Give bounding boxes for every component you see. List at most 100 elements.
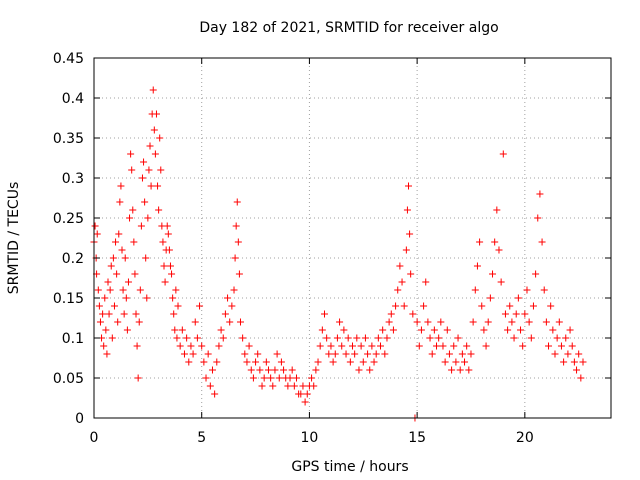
x-axis-label: GPS time / hours — [291, 459, 408, 475]
data-point — [115, 230, 123, 238]
data-point — [486, 294, 494, 302]
x-tick-label: 15 — [408, 430, 426, 446]
data-point — [117, 182, 125, 190]
data-point — [570, 358, 578, 366]
data-point — [245, 342, 253, 350]
data-point — [542, 318, 550, 326]
data-point — [573, 366, 581, 374]
data-point — [521, 310, 529, 318]
data-point — [99, 310, 107, 318]
data-point — [228, 302, 236, 310]
data-point — [484, 318, 492, 326]
data-point — [318, 326, 326, 334]
data-point — [415, 342, 423, 350]
data-point — [106, 286, 114, 294]
data-point — [260, 374, 268, 382]
data-point — [368, 342, 376, 350]
data-point — [473, 262, 481, 270]
data-point — [108, 334, 116, 342]
data-point — [267, 374, 275, 382]
data-point — [439, 342, 447, 350]
data-point — [164, 230, 172, 238]
data-point — [303, 390, 311, 398]
data-point — [562, 334, 570, 342]
data-point — [173, 334, 181, 342]
data-point — [183, 334, 191, 342]
data-point — [493, 206, 501, 214]
data-point — [258, 382, 266, 390]
data-point — [140, 158, 148, 166]
data-point — [392, 302, 400, 310]
data-point — [529, 302, 537, 310]
data-point — [403, 206, 411, 214]
data-point — [359, 358, 367, 366]
y-tick-label: 0.4 — [62, 91, 84, 107]
data-point — [233, 198, 241, 206]
data-point — [355, 366, 363, 374]
data-point — [135, 318, 143, 326]
data-point — [292, 374, 300, 382]
data-point — [575, 350, 583, 358]
data-point — [379, 326, 387, 334]
data-point — [91, 222, 99, 230]
data-point — [566, 326, 574, 334]
data-point — [121, 254, 129, 262]
data-point — [445, 350, 453, 358]
data-point — [198, 342, 206, 350]
data-point — [224, 294, 232, 302]
data-point — [422, 278, 430, 286]
data-point — [381, 350, 389, 358]
data-point — [540, 286, 548, 294]
data-point — [389, 326, 397, 334]
data-point — [463, 342, 471, 350]
data-point — [327, 342, 335, 350]
data-point — [508, 318, 516, 326]
data-point — [527, 334, 535, 342]
y-tick-label: 0.15 — [53, 291, 84, 307]
data-point — [420, 302, 428, 310]
data-point — [174, 302, 182, 310]
data-point — [476, 238, 484, 246]
data-point — [170, 310, 178, 318]
data-point — [213, 358, 221, 366]
data-point — [536, 190, 544, 198]
data-point — [104, 278, 112, 286]
data-point — [312, 366, 320, 374]
data-point — [123, 326, 131, 334]
chart-title: Day 182 of 2021, SRMTID for receiver alg… — [199, 20, 498, 36]
data-point — [239, 334, 247, 342]
data-point — [452, 358, 460, 366]
data-point — [95, 302, 103, 310]
data-point — [232, 222, 240, 230]
data-point — [406, 230, 414, 238]
data-point — [512, 310, 520, 318]
data-point — [297, 390, 305, 398]
data-point — [241, 350, 249, 358]
data-point — [456, 366, 464, 374]
data-point — [549, 326, 557, 334]
data-point — [143, 294, 151, 302]
data-point — [262, 358, 270, 366]
data-point — [150, 126, 158, 134]
data-point — [134, 374, 142, 382]
data-point — [465, 366, 473, 374]
data-point — [525, 318, 533, 326]
data-point — [126, 214, 134, 222]
data-point — [426, 334, 434, 342]
data-point — [151, 150, 159, 158]
data-point — [377, 342, 385, 350]
data-point — [275, 374, 283, 382]
data-point — [105, 310, 113, 318]
data-point — [374, 334, 382, 342]
data-point — [217, 326, 225, 334]
data-point — [346, 358, 354, 366]
data-point — [171, 326, 179, 334]
data-point — [495, 246, 503, 254]
data-point — [424, 318, 432, 326]
data-point — [236, 318, 244, 326]
data-point — [113, 270, 121, 278]
data-point — [340, 326, 348, 334]
data-point — [557, 342, 565, 350]
data-point — [441, 358, 449, 366]
